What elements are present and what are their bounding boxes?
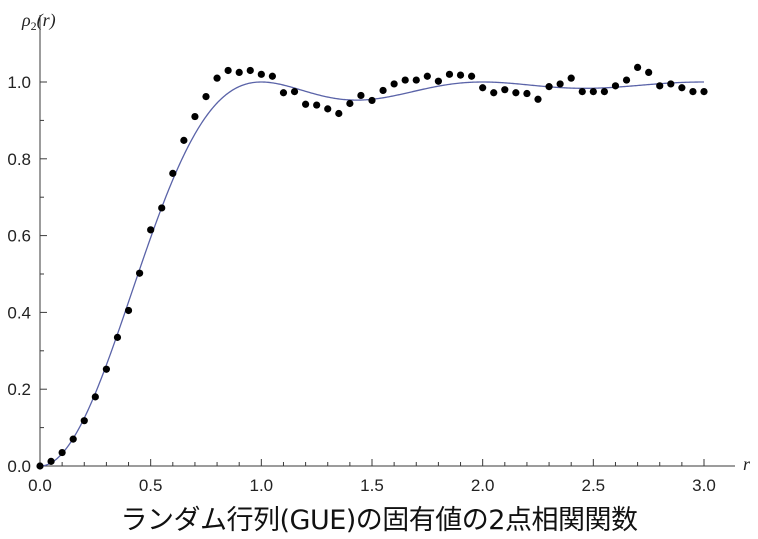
- data-point: [556, 80, 564, 88]
- data-point: [191, 112, 199, 121]
- data-point: [423, 72, 431, 80]
- data-point: [302, 100, 310, 108]
- data-point: [268, 72, 276, 80]
- data-point: [667, 80, 675, 88]
- data-point: [678, 84, 686, 92]
- x-tick-label: 2.5: [582, 476, 606, 495]
- tick-labels: 0.0 0.5 1.0 1.5 2.0 2.5 3.0 0.0 0.2 0.4 0.6 0.8 1.0: [7, 73, 715, 495]
- data-point: [47, 457, 55, 465]
- data-point: [180, 136, 188, 144]
- data-point: [600, 88, 609, 96]
- data-point: [357, 91, 365, 100]
- x-tick-label: 3.0: [692, 476, 716, 495]
- data-point: [102, 365, 110, 373]
- data-point: [257, 70, 265, 78]
- data-point: [700, 88, 708, 96]
- y-tick-label: 0.6: [7, 227, 31, 246]
- data-point: [58, 448, 66, 457]
- axes: [39, 15, 735, 467]
- data-point: [69, 435, 77, 443]
- data-point: [279, 89, 288, 97]
- data-point: [80, 417, 88, 425]
- data-point: [158, 204, 166, 212]
- data-point: [290, 88, 299, 96]
- data-point: [202, 92, 210, 101]
- x-tick-label: 0.0: [28, 476, 52, 495]
- data-point: [578, 88, 586, 96]
- data-points: [36, 63, 708, 470]
- chart-plot: 0.0 0.5 1.0 1.5 2.0 2.5 3.00.00.20.40.60.81.0 …: [7, 10, 751, 495]
- data-point: [136, 269, 144, 277]
- data-point: [324, 105, 332, 113]
- data-point: [468, 72, 476, 80]
- data-point: [434, 77, 442, 85]
- data-point: [335, 109, 343, 118]
- data-point: [689, 88, 697, 96]
- data-point: [36, 462, 44, 470]
- data-point: [169, 169, 177, 177]
- data-point: [147, 226, 155, 234]
- x-tick-label: 2.0: [471, 476, 495, 495]
- y-axis-label: ρ2(r): [21, 10, 56, 33]
- data-point: [313, 101, 321, 109]
- data-point: [634, 63, 642, 72]
- data-point: [224, 66, 232, 75]
- data-point: [246, 66, 254, 75]
- data-point: [512, 89, 520, 97]
- data-point: [445, 70, 454, 78]
- data-point: [113, 333, 122, 341]
- data-point: [91, 393, 99, 401]
- data-point: [523, 89, 531, 98]
- y-tick-label: 0.2: [7, 380, 31, 399]
- data-point: [124, 306, 133, 315]
- data-point: [456, 71, 465, 79]
- y-tick-label: 0.8: [7, 150, 31, 169]
- data-point: [611, 82, 620, 90]
- data-point: [346, 99, 354, 108]
- y-tick-label: 0.4: [7, 303, 31, 322]
- data-point: [589, 88, 597, 96]
- data-point: [213, 74, 221, 82]
- data-point: [412, 76, 420, 84]
- data-point: [401, 76, 409, 84]
- figure-caption: ランダム行列(GUE)の固有値の2点相関関数: [120, 505, 639, 536]
- data-point: [235, 68, 243, 76]
- data-point: [379, 86, 387, 95]
- x-axis-label: r: [743, 454, 751, 474]
- y-tick-label: 1.0: [7, 73, 31, 92]
- data-point: [390, 80, 398, 88]
- data-point: [656, 82, 664, 90]
- data-point: [622, 76, 631, 84]
- data-point: [368, 96, 376, 105]
- data-point: [567, 74, 575, 82]
- y-tick-label: 0.0: [7, 457, 31, 476]
- x-tick-label: 1.0: [250, 476, 274, 495]
- data-point: [645, 68, 653, 76]
- x-tick-label: 1.5: [360, 476, 384, 495]
- data-point: [534, 95, 542, 103]
- x-tick-label: 0.5: [139, 476, 163, 495]
- data-point: [490, 89, 498, 97]
- ticks: [39, 81, 705, 467]
- data-point: [545, 83, 553, 91]
- data-point: [501, 86, 509, 94]
- data-point: [479, 84, 487, 92]
